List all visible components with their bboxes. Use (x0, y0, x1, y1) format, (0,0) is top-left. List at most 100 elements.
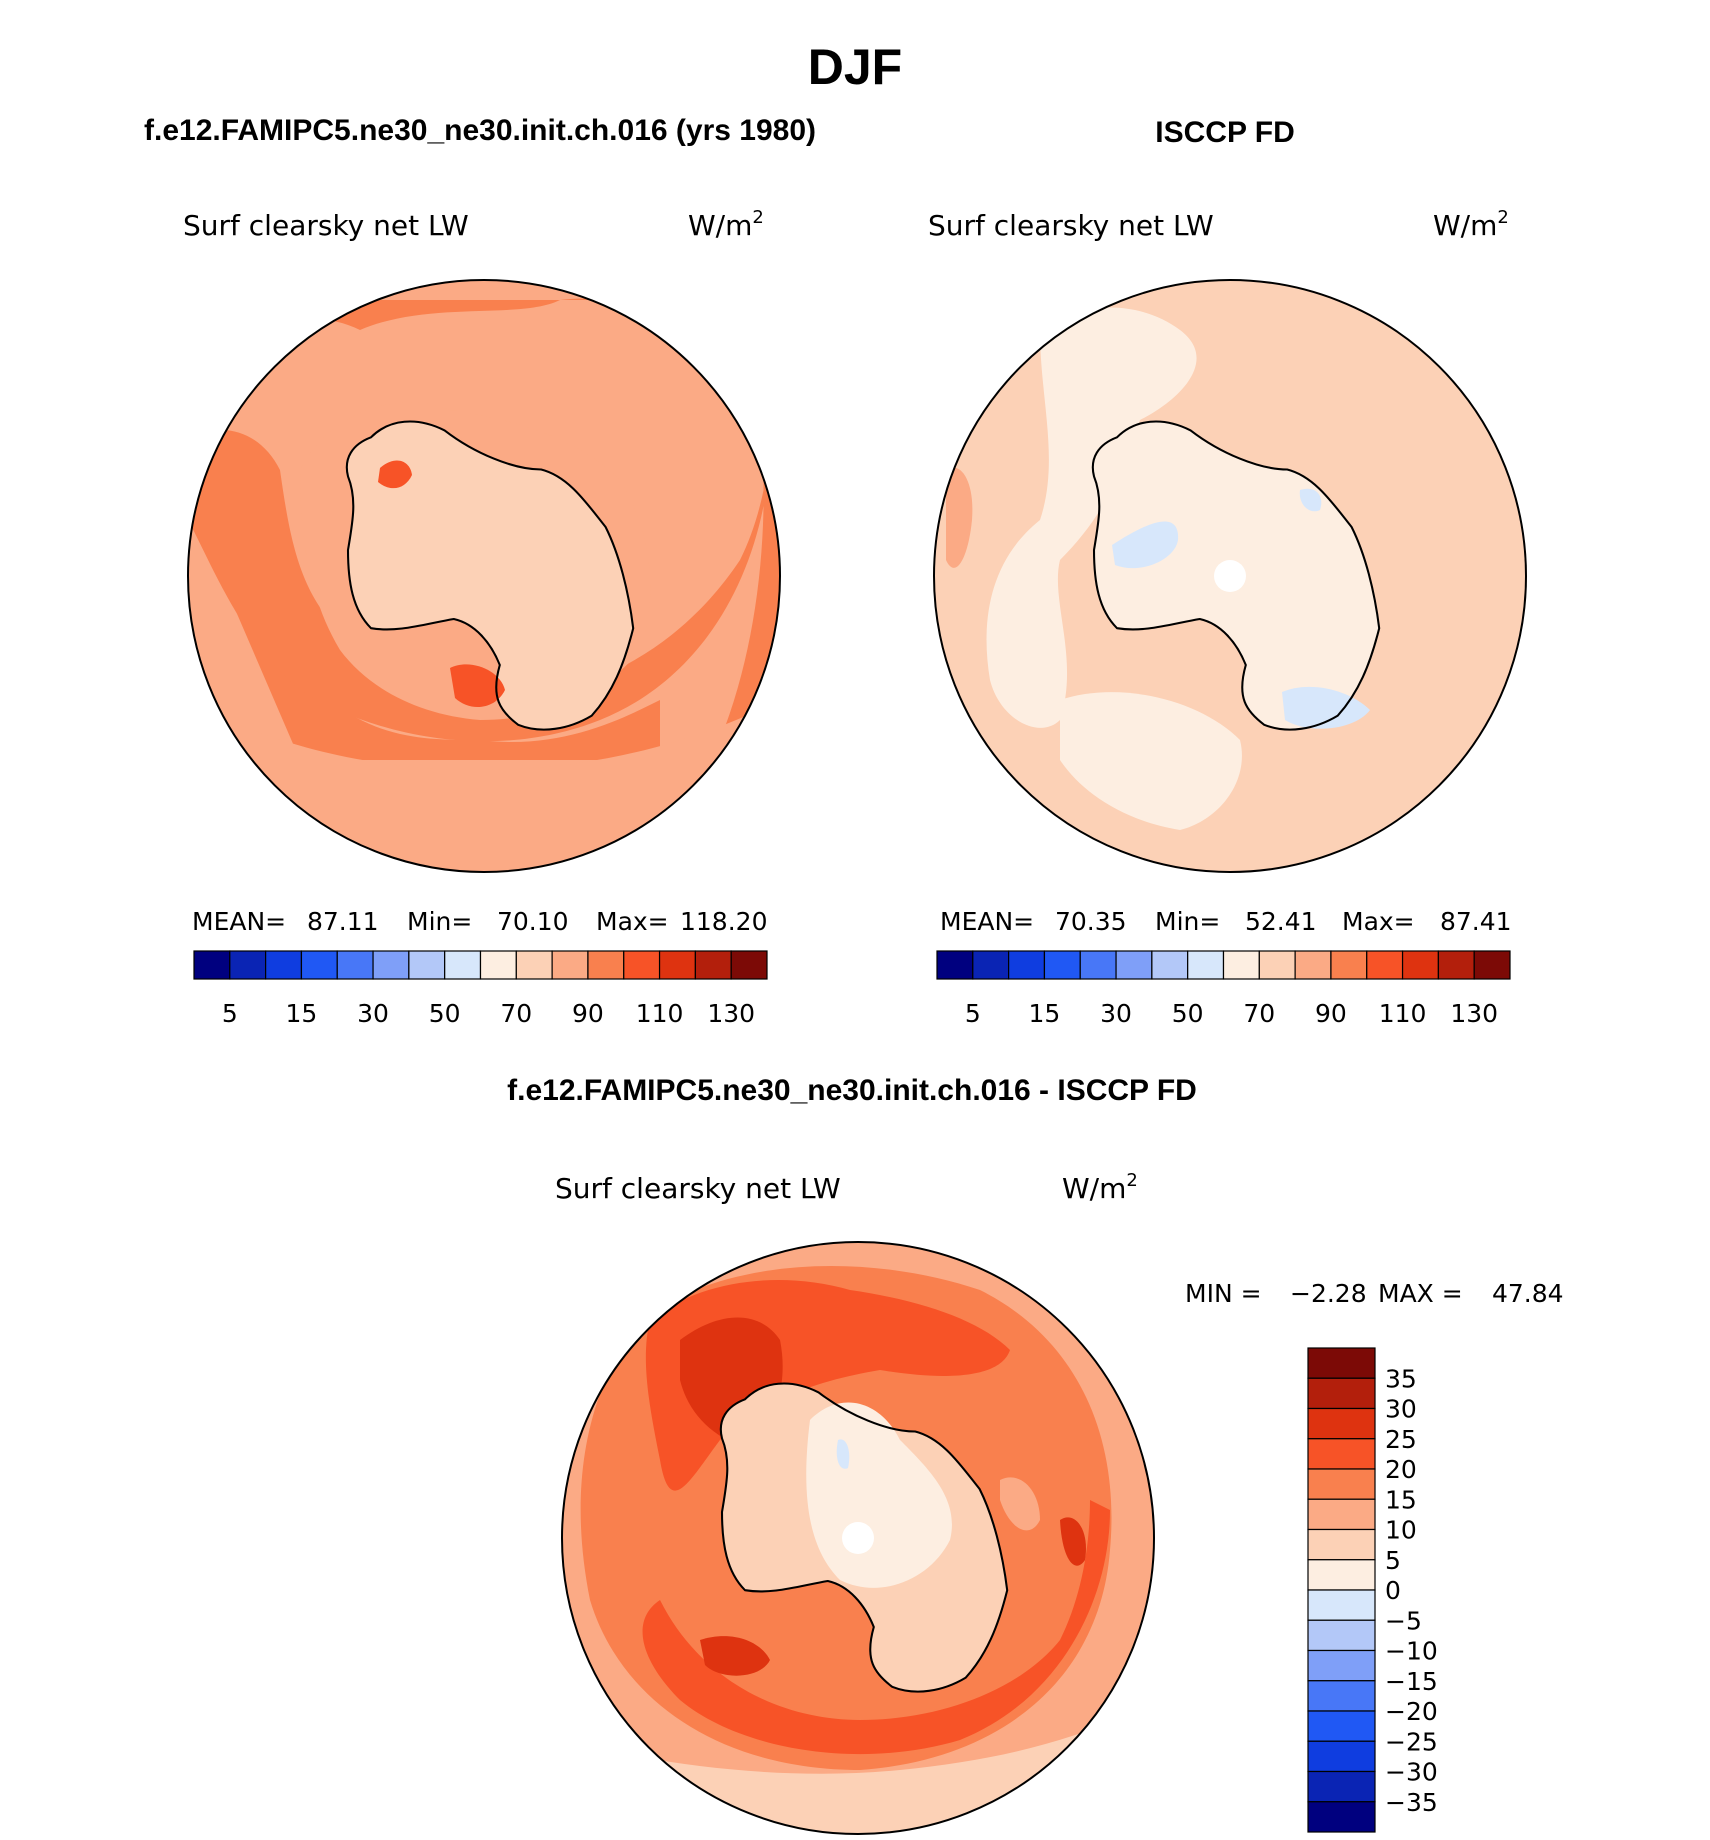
map-model-westerly-band (188, 430, 770, 742)
diff-colorbar-box (1307, 1377, 1376, 1410)
model-min-value: 70.10 (497, 907, 569, 936)
obs-max-value: 87.41 (1440, 907, 1512, 936)
obs-colorbar-box (1079, 950, 1117, 980)
obs-colorbar-tick: 30 (1100, 999, 1132, 1028)
map-obs-blue-patch-3 (1299, 488, 1322, 512)
model-colorbar-box (408, 950, 446, 980)
diff-colorbar-box (1307, 1589, 1376, 1621)
obs-colorbar-box (1187, 950, 1225, 980)
diff-colorbar-box (1307, 1407, 1376, 1440)
panel-obs-units-base: W/m (1433, 209, 1497, 242)
obs-colorbar-tick: 110 (1379, 999, 1427, 1028)
panel-model-units-sup: 2 (752, 207, 763, 228)
panel-obs-map (934, 280, 1526, 872)
diff-colorbar-box (1307, 1468, 1376, 1500)
map-obs-blue-patch-2 (1282, 686, 1370, 729)
model-colorbar-tick: 90 (572, 999, 604, 1028)
obs-colorbar-box (1437, 950, 1475, 980)
obs-mean-label: MEAN= (940, 907, 1034, 936)
diff-min-value: −2.28 (1290, 1279, 1367, 1308)
model-colorbar-box (229, 950, 267, 980)
panel-diff-units: W/m2 (1062, 1170, 1138, 1205)
panel-diff-units-sup: 2 (1126, 1170, 1137, 1191)
map-model-hotspot-1 (378, 460, 412, 489)
diff-colorbar-box (1307, 1740, 1376, 1773)
obs-colorbar-box (1473, 950, 1511, 980)
diff-max-value: 47.84 (1492, 1279, 1564, 1308)
obs-colorbar-tick: 90 (1315, 999, 1347, 1028)
diff-colorbar-tick: 20 (1385, 1455, 1417, 1484)
panel-diff-map (562, 1242, 1154, 1834)
diff-min-label: MIN = (1185, 1279, 1262, 1308)
model-colorbar-box (623, 950, 661, 980)
diff-colorbar-tick: −10 (1385, 1637, 1438, 1666)
obs-colorbar-box (1008, 950, 1046, 980)
model-colorbar-box (515, 950, 553, 980)
panel-diff-variable: Surf clearsky net LW (555, 1172, 841, 1205)
model-colorbar-tick: 30 (357, 999, 389, 1028)
panel-model-units: W/m2 (688, 207, 764, 242)
diff-colorbar-tick: −30 (1385, 1758, 1438, 1787)
diff-colorbar-tick: 0 (1385, 1576, 1401, 1605)
obs-min-value: 52.41 (1245, 907, 1317, 936)
diff-colorbar-tick: 35 (1385, 1364, 1417, 1393)
model-max-value: 118.20 (680, 907, 767, 936)
map-obs-blue-patch-1 (1112, 521, 1179, 569)
diff-colorbar-tick: −25 (1385, 1727, 1438, 1756)
obs-mean-value: 70.35 (1055, 907, 1127, 936)
obs-colorbar-tick: 5 (965, 999, 981, 1028)
map-diff-frame (561, 1241, 1155, 1835)
model-colorbar (193, 950, 768, 980)
map-diff-interior-blue (836, 1439, 850, 1469)
panel-obs: ISCCP FD Surf clearsky net LW W/m2 MEAN=… (928, 116, 1527, 1028)
panel-model: f.e12.FAMIPC5.ne30_ne30.init.ch.016 (yrs… (144, 114, 816, 1028)
obs-colorbar-box (1294, 950, 1332, 980)
diff-max-label: MAX = (1378, 1279, 1463, 1308)
map-obs-light-region-1 (986, 307, 1197, 728)
obs-colorbar-box (1401, 950, 1439, 980)
figure-title: DJF (808, 39, 902, 95)
diff-colorbar-tick: −15 (1385, 1667, 1438, 1696)
diff-colorbar-tick: −5 (1385, 1606, 1422, 1635)
model-colorbar-box (372, 950, 410, 980)
map-diff-coast-orange (1000, 1477, 1040, 1531)
model-colorbar-box (658, 950, 696, 980)
model-colorbar-box (300, 950, 338, 980)
panel-obs-title: ISCCP FD (1155, 116, 1294, 149)
diff-colorbar-tick: −20 (1385, 1697, 1438, 1726)
model-colorbar-tick: 5 (222, 999, 238, 1028)
map-model-frame (187, 279, 781, 873)
panel-model-title: f.e12.FAMIPC5.ne30_ne30.init.ch.016 (yrs… (144, 114, 816, 147)
model-min-label: Min= (407, 907, 472, 936)
obs-colorbar (936, 950, 1511, 980)
obs-colorbar-box (1258, 950, 1296, 980)
model-mean-value: 87.11 (307, 907, 379, 936)
panel-model-variable: Surf clearsky net LW (183, 209, 469, 242)
diff-colorbar-box (1307, 1680, 1376, 1712)
model-colorbar-box (444, 950, 482, 980)
diff-colorbar-tick: 10 (1385, 1516, 1417, 1545)
diff-colorbar-box (1307, 1347, 1376, 1379)
model-colorbar-ticks: 5 15 30 50 70 90 110 130 (222, 999, 755, 1028)
model-colorbar-box (479, 950, 517, 980)
map-obs-darker-patch (946, 467, 973, 568)
map-obs-light-region-2 (1060, 692, 1242, 830)
panel-model-stats: MEAN= 87.11 Min= 70.10 Max= 118.20 (192, 907, 767, 936)
model-colorbar-tick: 50 (429, 999, 461, 1028)
model-colorbar-tick: 110 (636, 999, 684, 1028)
panel-obs-variable: Surf clearsky net LW (928, 209, 1214, 242)
model-colorbar-box (587, 950, 625, 980)
panel-model-units-base: W/m (688, 209, 752, 242)
panel-diff-title: f.e12.FAMIPC5.ne30_ne30.init.ch.016 - IS… (507, 1074, 1197, 1107)
diff-colorbar-box (1307, 1528, 1376, 1561)
diff-colorbar-box (1307, 1770, 1376, 1803)
obs-colorbar-box (972, 950, 1010, 980)
map-diff-hotspot-3 (700, 1636, 770, 1676)
obs-min-label: Min= (1155, 907, 1220, 936)
obs-colorbar-tick: 130 (1450, 999, 1498, 1028)
obs-colorbar-tick: 15 (1029, 999, 1061, 1028)
diff-colorbar-box (1307, 1498, 1376, 1531)
model-max-label: Max= (596, 907, 669, 936)
model-colorbar-box (730, 950, 768, 980)
panel-obs-units: W/m2 (1433, 207, 1509, 242)
